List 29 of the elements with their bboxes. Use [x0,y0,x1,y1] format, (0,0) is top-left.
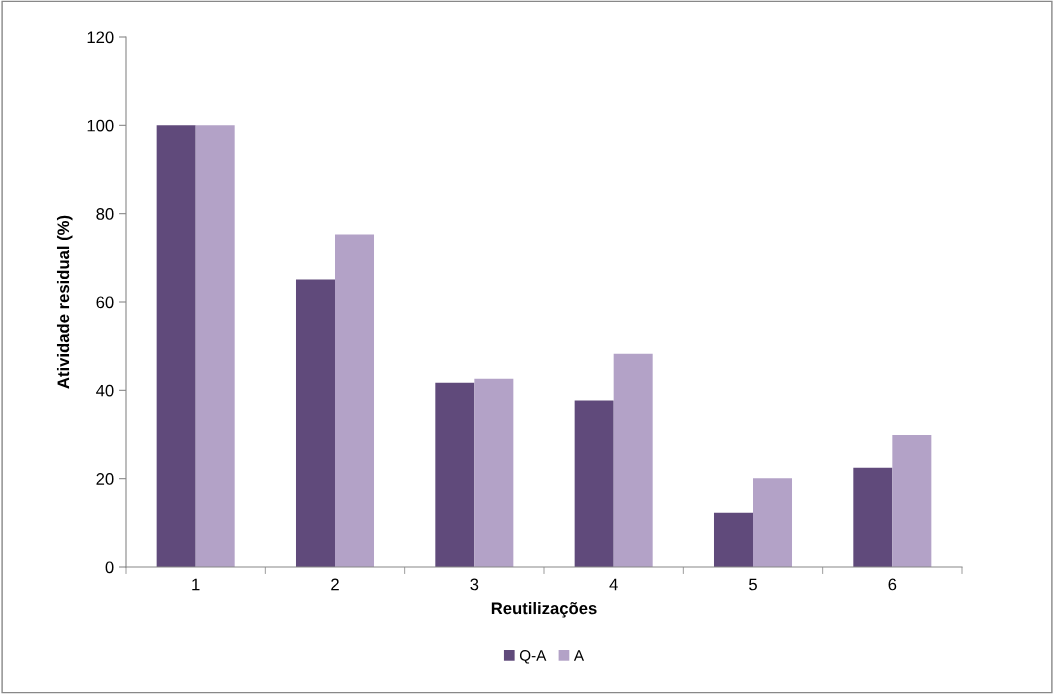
y-tick-label: 80 [96,208,114,220]
bar [613,353,653,567]
bar [435,382,475,567]
x-tick-label: 2 [331,578,339,591]
bar [156,125,196,567]
bar [295,279,335,567]
x-tick-label: 6 [888,578,897,591]
legend-label: Q-A [519,650,547,664]
y-axis-title: Atividade residual (%) [56,215,73,389]
bar [335,234,375,567]
y-tick-label: 120 [87,31,114,44]
x-tick-label: 4 [609,578,618,591]
x-axis-title: Reutilizações [491,601,597,618]
x-tick-label: 5 [749,578,757,591]
bar [474,378,514,567]
y-tick-label: 40 [96,384,114,397]
y-tick-label: 60 [96,296,114,309]
y-tick-label: 20 [96,473,114,485]
bar [574,400,614,567]
bar [892,434,932,567]
bar [853,467,893,567]
bar [753,478,793,567]
y-tick-label: 100 [87,119,114,132]
bar [195,125,235,567]
y-tick-label: 0 [105,561,114,574]
bar [713,512,753,567]
x-tick-label: 3 [470,578,479,591]
x-tick-label: 1 [192,578,200,591]
legend-label: A [573,650,585,661]
